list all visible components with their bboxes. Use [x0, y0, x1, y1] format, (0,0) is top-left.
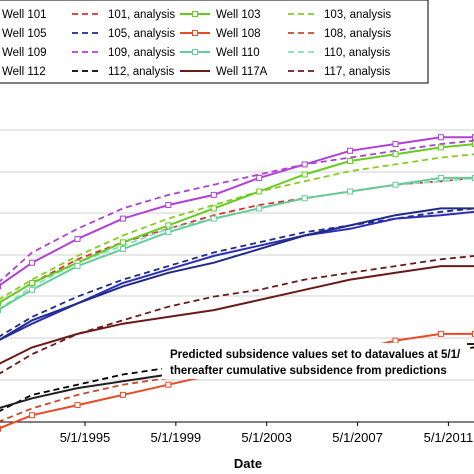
legend-entry: Well 108 [216, 28, 261, 40]
series-marker [0, 425, 1, 432]
legend-entry: Well 112 [2, 66, 46, 78]
series-line [0, 143, 474, 304]
series-line [0, 136, 474, 287]
legend-marker [192, 11, 198, 17]
series-line [0, 177, 474, 304]
series-marker [301, 161, 308, 168]
series-marker [165, 381, 172, 388]
series-line [0, 210, 474, 341]
series-marker [256, 205, 263, 212]
series-marker [29, 412, 36, 419]
legend-entry: Well 101 [2, 9, 47, 21]
series-marker [74, 263, 81, 270]
data-series [0, 134, 474, 432]
annotation-box: Predicted subsidence values set to datav… [162, 343, 467, 379]
series-marker [392, 181, 399, 188]
series-marker [0, 283, 1, 290]
annotation-line-2: thereafter cumulative subsidence from pr… [170, 365, 447, 377]
series-line [0, 139, 474, 283]
series-line [0, 255, 474, 375]
series-marker [437, 330, 444, 337]
series-marker [347, 147, 354, 154]
series-line [0, 176, 474, 311]
series-marker [74, 402, 81, 409]
legend-entry: 117, analysis [324, 66, 391, 78]
series-line [0, 207, 474, 341]
series-marker [165, 202, 172, 209]
x-tick-label: 5/1/2003 [241, 430, 292, 445]
series-marker [165, 229, 172, 236]
x-tick-labels: 5/1/1995 5/1/1999 5/1/2003 5/1/2007 5/1/2011 [60, 422, 474, 445]
series-marker [392, 337, 399, 344]
legend-entry: Well 117A [216, 66, 268, 78]
series-marker [472, 330, 474, 337]
series-marker [210, 191, 217, 198]
series-line [0, 153, 474, 300]
series-marker [210, 215, 217, 222]
series-marker [301, 171, 308, 178]
legend-entry: 112, analysis [108, 66, 175, 78]
series-marker [119, 239, 126, 246]
x-tick-label: 5/1/2011 [424, 430, 474, 445]
legend-entry: 105, analysis [108, 28, 175, 40]
legend-entry: 108, analysis [324, 28, 391, 40]
series-marker [119, 215, 126, 222]
series-marker [472, 174, 474, 181]
series-marker [29, 259, 36, 266]
series-marker [347, 157, 354, 164]
legend-entry: Well 103 [216, 9, 261, 21]
series-line [0, 207, 474, 338]
legend-entry: Well 110 [216, 47, 260, 59]
legend-entry: 103, analysis [324, 9, 391, 21]
annotation-background [162, 343, 467, 379]
series-marker [0, 300, 1, 307]
legend-marker [192, 30, 198, 36]
x-axis-label: Date [234, 456, 262, 471]
series-marker [165, 222, 172, 229]
series-marker [472, 141, 474, 148]
x-tick-label: 5/1/1999 [151, 430, 202, 445]
series-marker [437, 134, 444, 141]
series-marker [29, 286, 36, 293]
series-marker [437, 174, 444, 181]
series-marker [119, 246, 126, 253]
legend: Well 101 101, analysis Well 103 103, analys… [0, 0, 429, 84]
series-marker [472, 134, 474, 141]
series-line [0, 265, 474, 365]
legend-entry: 110, analysis [324, 47, 391, 59]
series-marker [256, 174, 263, 181]
legend-entry: 109, analysis [108, 47, 175, 59]
series-marker [437, 144, 444, 151]
series-marker [210, 205, 217, 212]
series-marker [256, 188, 263, 195]
series-marker [301, 195, 308, 202]
series-marker [29, 280, 36, 287]
annotation-line-1: Predicted subsidence values set to datav… [170, 349, 461, 361]
series-marker [0, 307, 1, 314]
series-marker [74, 235, 81, 242]
x-tick-label: 5/1/2007 [332, 430, 383, 445]
legend-marker [192, 49, 198, 55]
legend-entry: Well 105 [2, 28, 47, 40]
legend-box [0, 0, 429, 84]
legend-entry: 101, analysis [108, 9, 175, 21]
series-marker [347, 188, 354, 195]
series-marker [392, 151, 399, 158]
x-tick-label: 5/1/1995 [60, 430, 111, 445]
series-marker [392, 141, 399, 148]
series-marker [119, 391, 126, 398]
legend-entry: Well 109 [2, 47, 47, 59]
